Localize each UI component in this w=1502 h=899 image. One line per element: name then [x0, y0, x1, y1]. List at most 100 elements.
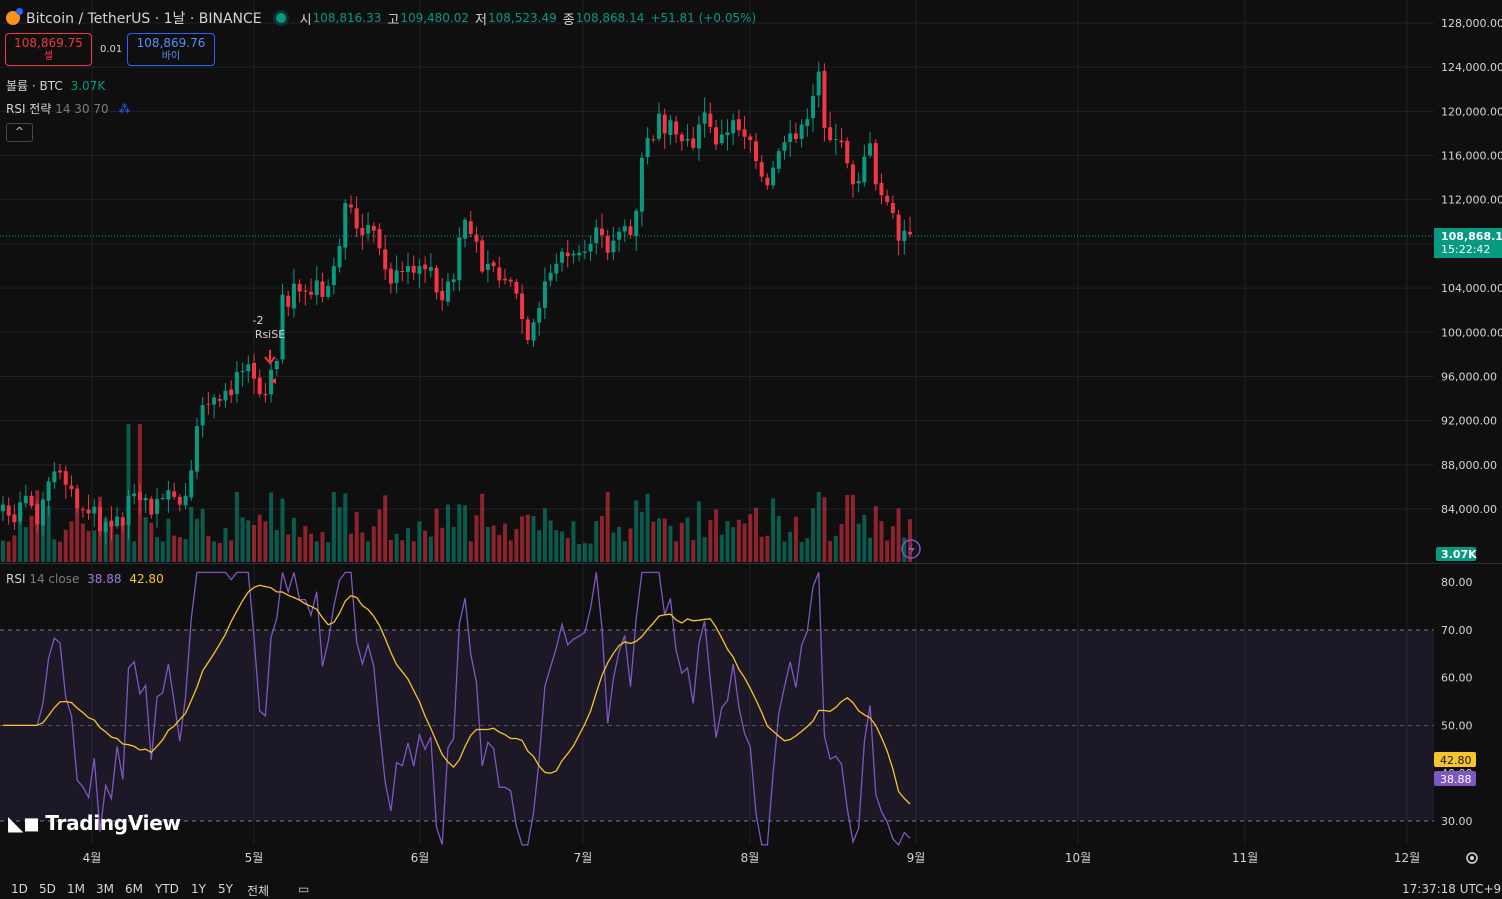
range-ytd[interactable]: YTD	[155, 882, 179, 896]
candle-body	[40, 500, 45, 526]
candle-body	[782, 142, 787, 151]
volume-bar	[531, 515, 536, 562]
candle-body	[873, 142, 878, 185]
volume-bar	[309, 533, 314, 562]
volume-bar	[708, 520, 713, 562]
settings-gear-icon[interactable]	[1466, 852, 1478, 864]
tradingview-mark-icon: ◣◼	[8, 811, 40, 835]
candle-body	[274, 360, 279, 370]
time-axis[interactable]: 4월 5월 6월 7월 8월 9월 10월 11월 12월	[83, 851, 1421, 865]
candle-body	[468, 221, 473, 234]
symbol-header[interactable]: Bitcoin / TetherUS · 1날 · BINANCE 시 108,8…	[6, 8, 762, 28]
volume-bar	[833, 536, 838, 562]
rsi-legend-params: 14 close	[29, 572, 80, 586]
price-axis[interactable]: 128,000.00 124,000.00 120,000.00 116,000.00…	[1441, 17, 1502, 516]
signal-marker[interactable]: -2 RsiSE	[253, 314, 286, 384]
volume-bar	[468, 541, 473, 562]
candle-body	[748, 136, 753, 141]
tradingview-wordmark: TradingView	[45, 811, 181, 835]
price-tick-label: 84,000.00	[1441, 503, 1497, 516]
candle-body	[1, 504, 5, 512]
volume-bar	[360, 532, 365, 562]
candle-body	[679, 134, 684, 142]
candle-body	[143, 497, 148, 501]
volume-bar	[890, 526, 895, 562]
range-1y[interactable]: 1Y	[191, 882, 206, 896]
volume-bar	[46, 505, 51, 562]
candle-body	[58, 470, 63, 473]
volume-bar	[885, 540, 890, 562]
volume-bar	[400, 540, 405, 562]
candle-body	[126, 495, 131, 525]
volume-bar	[805, 538, 810, 562]
volume-bar	[428, 536, 433, 562]
strategy-legend[interactable]: RSI 전략 14 30 70 ⁂	[6, 100, 130, 117]
volume-bar	[12, 535, 17, 562]
range-3m[interactable]: 3M	[96, 882, 114, 896]
volume-bar	[565, 537, 570, 562]
volume-bar	[303, 526, 308, 562]
sell-button[interactable]: 108,869.75 셀	[5, 33, 92, 66]
volume-bar	[702, 537, 707, 562]
volume-bar	[662, 518, 667, 562]
volume-bar	[80, 523, 85, 562]
candlestick-series[interactable]	[1, 61, 912, 545]
lightning-icon[interactable]	[901, 539, 921, 559]
range-all[interactable]: 전체	[247, 884, 270, 898]
candle-body	[440, 290, 445, 301]
time-tick-label: 9월	[907, 851, 926, 865]
rsi-legend[interactable]: RSI 14 close 38.88 42.80	[6, 572, 164, 586]
volume-bar	[685, 517, 690, 562]
volume-bar	[628, 528, 633, 562]
time-tick-label: 12월	[1394, 851, 1420, 865]
volume-bar	[189, 506, 194, 562]
range-5d[interactable]: 5D	[39, 882, 56, 896]
tradingview-logo[interactable]: ◣◼ TradingView	[8, 811, 181, 835]
volume-bar	[856, 523, 861, 562]
last-price-countdown: 15:22:42	[1441, 243, 1490, 256]
volume-bar	[331, 491, 336, 562]
volume-bar	[445, 504, 450, 562]
price-tick-label: 104,000.00	[1441, 282, 1502, 295]
candle-body	[565, 252, 570, 257]
candle-body	[6, 505, 11, 516]
strategy-report-icon[interactable]: ⁂	[118, 102, 131, 116]
volume-bar	[451, 526, 456, 562]
candle-body	[194, 426, 199, 472]
candle-body	[708, 113, 713, 127]
candle-body	[240, 370, 245, 372]
range-1d[interactable]: 1D	[11, 882, 28, 896]
candle-body	[845, 140, 850, 164]
volume-bar	[799, 542, 804, 562]
candle-body	[383, 249, 388, 270]
candle-body	[360, 228, 365, 236]
range-1m[interactable]: 1M	[67, 882, 85, 896]
candle-body	[765, 177, 770, 186]
volume-bar	[839, 524, 844, 562]
candle-body	[52, 471, 57, 483]
candle-body	[445, 281, 450, 302]
candle-body	[805, 119, 810, 126]
buy-button[interactable]: 108,869.76 바이	[127, 33, 215, 66]
date-range-icon[interactable]: ▭	[298, 882, 310, 896]
time-tick-label: 4월	[83, 851, 102, 865]
volume-bar	[223, 527, 228, 562]
time-tick-label: 6월	[411, 851, 430, 865]
volume-bar	[748, 514, 753, 562]
candle-body	[23, 495, 28, 504]
range-6m[interactable]: 6M	[125, 882, 143, 896]
candle-body	[571, 253, 576, 256]
strategy-label: RSI 전략	[6, 102, 52, 116]
volume-bar	[149, 522, 154, 562]
symbol-title[interactable]: Bitcoin / TetherUS · 1날 · BINANCE	[26, 11, 262, 27]
volume-indicator-legend[interactable]: 볼륨 · BTC 3.07K	[6, 77, 105, 94]
candle-body	[12, 514, 17, 523]
volume-bar	[69, 521, 74, 562]
volume-bar	[6, 541, 11, 562]
volume-bar	[206, 535, 211, 562]
range-5y[interactable]: 5Y	[218, 882, 233, 896]
clock[interactable]: 17:37:18 UTC+9	[1402, 882, 1502, 896]
collapse-legend-button[interactable]: ^	[6, 123, 33, 142]
